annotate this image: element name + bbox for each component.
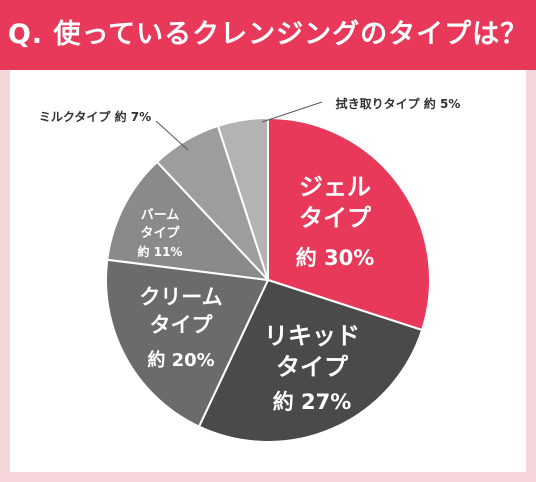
pie-slice-liquid	[197, 278, 424, 443]
liquid-label-line1: リキッド	[264, 322, 360, 350]
header-banner	[0, 0, 536, 70]
cream-label-line2: タイプ	[150, 313, 214, 337]
cream-label-percent: 約 20%	[147, 349, 214, 371]
balm-label-line2: タイプ	[140, 226, 180, 241]
balm-label-line1: バーム	[141, 208, 180, 223]
balm-label-percent: 約 11%	[138, 244, 183, 259]
pie-slice-wipe	[216, 116, 269, 281]
pie-slices	[105, 116, 431, 443]
pie-slice-gel	[267, 116, 431, 332]
cream-label-line1: クリーム	[139, 285, 222, 309]
pie-slice-cream	[105, 258, 270, 428]
liquid-label-percent: 約 27%	[273, 390, 352, 414]
page-title: Q. 使っているクレンジングのタイプは？	[7, 19, 529, 50]
milk-label: ミルクタイプ 約 7%	[39, 109, 151, 124]
gel-label-percent: 約 30%	[296, 246, 375, 270]
liquid-label-line2: タイプ	[276, 353, 349, 381]
pie-slice-balm	[106, 160, 271, 282]
gel-label-line2: タイプ	[299, 204, 372, 232]
milk-leader-line	[155, 120, 189, 151]
gel-label-line1: ジェル	[299, 173, 371, 201]
wipe-leader-line	[261, 101, 323, 123]
leader-lines	[155, 101, 323, 151]
wipe-label: 拭き取りタイプ 約 5%	[336, 96, 461, 111]
